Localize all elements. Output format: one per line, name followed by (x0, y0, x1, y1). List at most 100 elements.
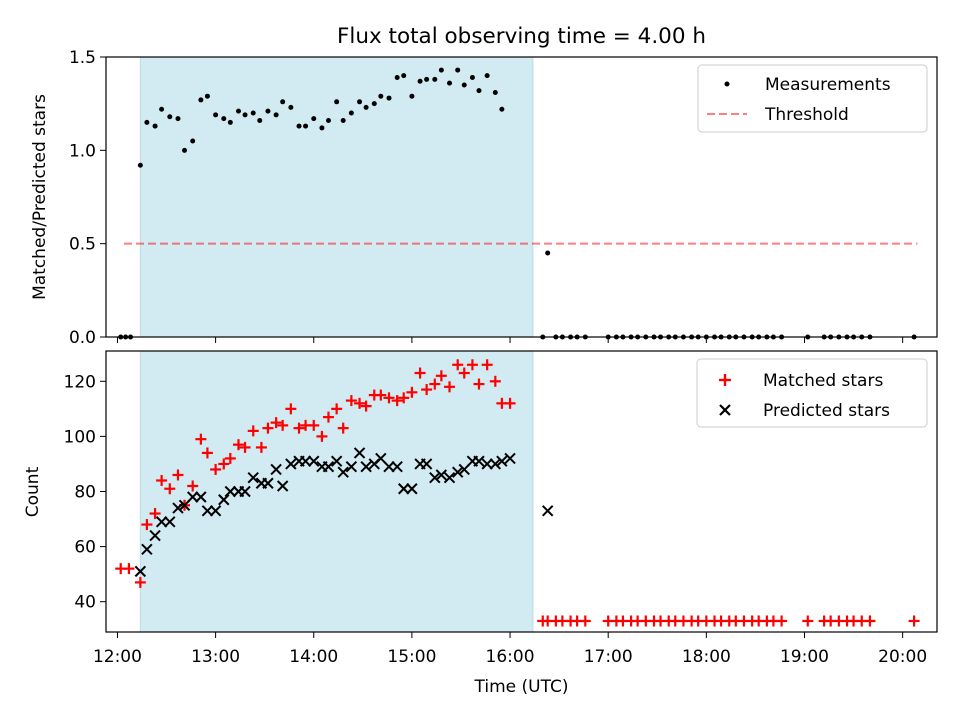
measurement-point (476, 88, 482, 94)
matched-star-point (473, 378, 485, 390)
measurement-point (499, 106, 505, 112)
x-tick-label: 13:00 (191, 647, 240, 667)
predicted-star-point (489, 458, 502, 470)
matched-star-point (579, 615, 591, 627)
measurement-point (311, 116, 317, 122)
matched-star-point (262, 422, 274, 434)
measurement-point (236, 108, 242, 114)
matched-star-point (360, 400, 372, 412)
predicted-star-point (149, 529, 161, 542)
legend-predicted-marker (719, 404, 731, 416)
predicted-star-point (504, 452, 516, 465)
predicted-star-point (391, 460, 403, 473)
measurement-point (213, 112, 219, 118)
matched-star-point (134, 576, 146, 588)
matched-star-point (435, 370, 447, 382)
matched-star-point (195, 433, 207, 445)
predicted-star-point (345, 460, 358, 473)
measurement-point (242, 112, 248, 118)
predicted-star-point (141, 543, 153, 556)
measurement-point (152, 123, 158, 129)
matched-star-point (466, 359, 478, 371)
predicted-star-point (481, 458, 493, 470)
matched-star-point (172, 469, 184, 481)
measurement-point (401, 73, 407, 79)
predicted-star-point (299, 455, 312, 467)
predicted-star-point (322, 460, 335, 473)
matched-star-point (316, 430, 328, 442)
x-tick-label: 20:00 (878, 647, 927, 667)
matched-star-point (398, 392, 410, 404)
legend-measurements-label: Measurements (765, 75, 891, 95)
matched-star-point (375, 389, 387, 401)
x-tick-label: 17:00 (584, 647, 633, 667)
matched-star-point (308, 419, 320, 431)
predicted-star-point (186, 491, 199, 503)
matched-star-point (452, 359, 464, 371)
matched-star-point (233, 439, 245, 451)
matched-star-point (337, 422, 349, 434)
matched-star-point (187, 480, 199, 492)
measurement-point (469, 75, 475, 81)
matched-star-point (141, 519, 153, 531)
matched-star-point (444, 381, 456, 393)
measurement-point (204, 93, 210, 99)
measurement-point (182, 147, 188, 153)
measurement-point (545, 250, 551, 256)
bottom-panel: 40 60 80 100 120 12:00 13:00 14:00 15:00 16:00 17… (23, 350, 938, 697)
matched-star-point (270, 417, 282, 429)
measurement-point (378, 93, 384, 99)
measurement-point (325, 117, 331, 123)
matched-star-point (489, 375, 501, 387)
predicted-star-point (420, 458, 433, 470)
predicted-star-point (443, 472, 456, 484)
measurement-point (296, 123, 302, 129)
matched-star-point (391, 395, 403, 407)
predicted-star-point (247, 472, 259, 484)
x-tick-label: 18:00 (682, 647, 731, 667)
x-axis-label: Time (UTC) (474, 677, 569, 697)
matched-star-point (277, 419, 289, 431)
legend-measurements-marker (724, 81, 730, 87)
predicted-star-point (541, 505, 554, 517)
matched-star-point (293, 422, 305, 434)
predicted-star-point (496, 455, 508, 467)
matched-star-point (481, 359, 493, 371)
predicted-star-point (360, 460, 372, 473)
predicted-star-point (330, 455, 343, 467)
matched-star-point (210, 463, 222, 475)
predicted-star-point (224, 485, 237, 498)
measurement-point (137, 162, 143, 168)
bottom-y-tick-label: 80 (74, 483, 96, 503)
bottom-y-tick-label: 100 (64, 427, 96, 447)
matched-star-point (354, 397, 366, 409)
bottom-y-tick-label: 40 (74, 593, 96, 613)
measurement-point (288, 104, 294, 110)
matched-star-point (414, 367, 426, 379)
measurement-point (424, 76, 430, 82)
measurement-point (394, 75, 400, 81)
top-y-tick-label: 1.5 (69, 48, 96, 68)
measurement-point (265, 108, 271, 114)
measurement-point (455, 67, 461, 73)
x-tick-label: 12:00 (93, 647, 142, 667)
measurement-point (221, 116, 227, 122)
predicted-star-point (134, 565, 147, 578)
predicted-star-point (270, 463, 282, 476)
predicted-star-point (383, 460, 395, 473)
matched-star-point (776, 615, 788, 627)
matched-star-point (345, 395, 357, 407)
predicted-star-point (337, 466, 349, 478)
predicted-star-point (308, 455, 320, 467)
top-panel: 0.0 0.5 1.0 1.5 Matched/Predicted stars Mea… (30, 48, 938, 348)
predicted-star-point (406, 483, 418, 495)
measurement-point (432, 76, 438, 82)
predicted-star-point (164, 516, 176, 528)
matched-star-point (201, 447, 213, 459)
measurement-point (484, 73, 490, 79)
top-y-tick-label: 0.5 (69, 235, 96, 255)
matched-star-point (164, 483, 176, 495)
x-tick-label: 16:00 (486, 647, 535, 667)
top-legend: Measurements Threshold (697, 64, 928, 133)
